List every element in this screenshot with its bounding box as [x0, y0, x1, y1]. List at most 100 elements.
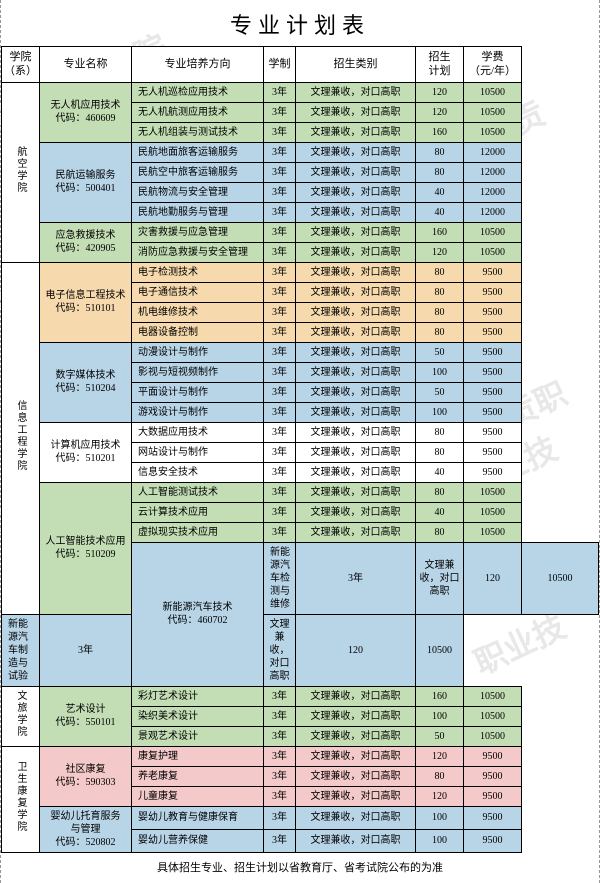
cell-system: 3年	[264, 262, 296, 282]
cell-major: 无人机应用技术 代码：460609	[40, 82, 132, 142]
th-cat: 招生类别	[296, 47, 416, 83]
cell-category: 文理兼收，对口高职	[416, 542, 464, 614]
cell-direction: 民航地勤服务与管理	[132, 202, 264, 222]
cell-system: 3年	[264, 522, 296, 542]
cell-direction: 无人机航测应用技术	[132, 102, 264, 122]
cell-direction: 游戏设计与制作	[132, 402, 264, 422]
cell-plan: 120	[416, 82, 464, 102]
cell-category: 文理兼收，对口高职	[296, 342, 416, 362]
th-fee: 学费 （元/年）	[464, 47, 522, 83]
table-row: 计算机应用技术 代码：510201大数据应用技术3年文理兼收，对口高职80950…	[2, 422, 599, 442]
cell-category: 文理兼收，对口高职	[296, 766, 416, 786]
cell-plan: 50	[416, 726, 464, 746]
cell-category: 文理兼收，对口高职	[296, 726, 416, 746]
cell-direction: 无人机组装与测试技术	[132, 122, 264, 142]
cell-fee: 9500	[464, 462, 522, 482]
table-row: 文旅学院艺术设计 代码：550101彩灯艺术设计3年文理兼收，对口高职16010…	[2, 686, 599, 706]
table-row: 人工智能技术应用 代码：510209人工智能测试技术3年文理兼收，对口高职801…	[2, 482, 599, 502]
cell-system: 3年	[264, 829, 296, 852]
cell-direction: 民航物流与安全管理	[132, 182, 264, 202]
plan-table: 学院 （系） 专业名称 专业培养方向 学制 招生类别 招生 计划 学费 （元/年…	[1, 46, 599, 853]
cell-plan: 40	[416, 462, 464, 482]
cell-fee: 9500	[464, 442, 522, 462]
table-row: 航空学院无人机应用技术 代码：460609无人机巡检应用技术3年文理兼收，对口高…	[2, 82, 599, 102]
cell-plan: 120	[416, 746, 464, 766]
cell-plan: 120	[416, 242, 464, 262]
cell-system: 3年	[264, 242, 296, 262]
cell-category: 文理兼收，对口高职	[296, 482, 416, 502]
cell-plan: 120	[464, 542, 522, 614]
cell-plan: 80	[416, 322, 464, 342]
cell-category: 文理兼收，对口高职	[296, 122, 416, 142]
cell-fee: 9500	[464, 362, 522, 382]
cell-major: 人工智能技术应用 代码：510209	[40, 482, 132, 614]
cell-system: 3年	[264, 202, 296, 222]
cell-category: 文理兼收，对口高职	[296, 202, 416, 222]
cell-major: 社区康复 代码：590303	[40, 746, 132, 806]
cell-direction: 民航空中旅客运输服务	[132, 162, 264, 182]
cell-direction: 信息安全技术	[132, 462, 264, 482]
cell-plan: 50	[416, 382, 464, 402]
cell-category: 文理兼收，对口高职	[296, 362, 416, 382]
cell-direction: 儿童康复	[132, 786, 264, 806]
cell-system: 3年	[264, 382, 296, 402]
cell-fee: 9500	[464, 786, 522, 806]
cell-direction: 人工智能测试技术	[132, 482, 264, 502]
th-dept: 学院 （系）	[2, 47, 40, 83]
cell-category: 文理兼收，对口高职	[296, 262, 416, 282]
cell-fee: 9500	[464, 422, 522, 442]
table-row: 应急救援技术 代码：420905灾害救援与应急管理3年文理兼收，对口高职1601…	[2, 222, 599, 242]
cell-system: 3年	[264, 806, 296, 829]
cell-system: 3年	[264, 302, 296, 322]
cell-system: 3年	[264, 362, 296, 382]
cell-category: 文理兼收，对口高职	[296, 222, 416, 242]
cell-category: 文理兼收，对口高职	[296, 142, 416, 162]
cell-direction: 大数据应用技术	[132, 422, 264, 442]
table-row: 卫生康复学院社区康复 代码：590303康复护理3年文理兼收，对口高职12095…	[2, 746, 599, 766]
cell-category: 文理兼收，对口高职	[296, 686, 416, 706]
cell-fee: 9500	[464, 262, 522, 282]
cell-direction: 电器设备控制	[132, 322, 264, 342]
cell-system: 3年	[264, 686, 296, 706]
cell-major: 民航运输服务 代码：500401	[40, 142, 132, 222]
cell-plan: 40	[416, 202, 464, 222]
cell-direction: 民航地面旅客运输服务	[132, 142, 264, 162]
cell-fee: 10500	[464, 522, 522, 542]
cell-direction: 电子通信技术	[132, 282, 264, 302]
th-plan: 招生 计划	[416, 47, 464, 83]
cell-fee: 10500	[522, 542, 599, 614]
cell-fee: 10500	[416, 614, 464, 686]
cell-plan: 120	[416, 786, 464, 806]
cell-direction: 消防应急救援与安全管理	[132, 242, 264, 262]
cell-system: 3年	[264, 322, 296, 342]
cell-category: 文理兼收，对口高职	[296, 442, 416, 462]
cell-category: 文理兼收，对口高职	[296, 462, 416, 482]
cell-fee: 9500	[464, 402, 522, 422]
cell-fee: 10500	[464, 726, 522, 746]
cell-plan: 80	[416, 262, 464, 282]
cell-fee: 9500	[464, 322, 522, 342]
cell-fee: 10500	[464, 482, 522, 502]
cell-fee: 10500	[464, 102, 522, 122]
cell-fee: 10500	[464, 706, 522, 726]
cell-plan: 80	[416, 142, 464, 162]
cell-direction: 康复护理	[132, 746, 264, 766]
cell-system: 3年	[264, 706, 296, 726]
cell-category: 文理兼收，对口高职	[296, 502, 416, 522]
cell-fee: 10500	[464, 82, 522, 102]
cell-plan: 80	[416, 766, 464, 786]
cell-plan: 160	[416, 222, 464, 242]
cell-major: 新能源汽车技术 代码：460702	[132, 542, 264, 686]
cell-category: 文理兼收，对口高职	[296, 829, 416, 852]
cell-major: 应急救援技术 代码：420905	[40, 222, 132, 262]
cell-category: 文理兼收，对口高职	[296, 522, 416, 542]
cell-direction: 养老康复	[132, 766, 264, 786]
cell-category: 文理兼收，对口高职	[296, 402, 416, 422]
cell-plan: 80	[416, 442, 464, 462]
cell-plan: 120	[296, 614, 416, 686]
page-container: 职业技术学院 自贡职 学院 自贡 自贡职业技 职业技 专业计划表 学院 （系） …	[0, 0, 600, 883]
cell-fee: 10500	[464, 242, 522, 262]
cell-category: 文理兼收，对口高职	[296, 182, 416, 202]
cell-system: 3年	[264, 786, 296, 806]
cell-system: 3年	[264, 342, 296, 362]
